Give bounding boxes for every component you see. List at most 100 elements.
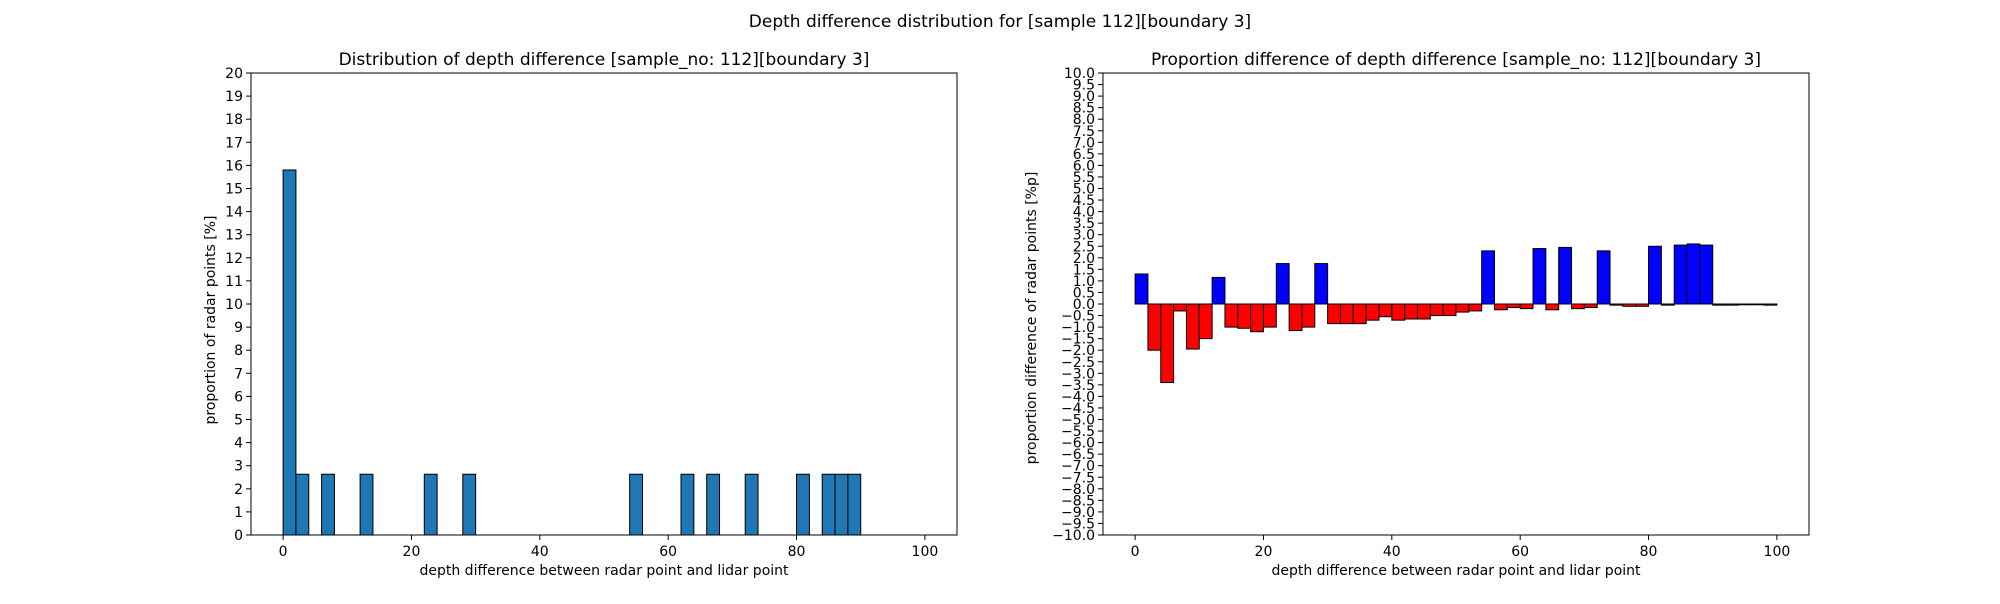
chart-left-title: Distribution of depth difference [sample…	[339, 50, 870, 70]
chart-right-y-tick-label: 7.5	[1073, 124, 1095, 140]
chart-right-y-tick-label: −6.0	[1061, 436, 1095, 452]
chart-right-y-tick-label: 1.0	[1073, 274, 1095, 290]
chart-left-y-tick-label: 5	[234, 413, 243, 429]
chart-right-y-axis-label: proportion difference of radar points [%…	[1024, 172, 1040, 465]
chart-left-bar-1	[295, 473, 310, 536]
chart-right-y-tick-label: 0.0	[1073, 297, 1095, 313]
chart-right-y-tick-label: 8.0	[1073, 112, 1095, 128]
chart-left-bar-11	[821, 473, 836, 536]
chart-right-bar-0	[1134, 273, 1149, 305]
chart-left-y-tick-label: 0	[234, 528, 243, 544]
chart-right-y-tick-label: 0.5	[1073, 285, 1095, 301]
chart-right-bar-28	[1494, 303, 1508, 311]
chart-right-x-tick-label: 0	[1131, 544, 1140, 560]
chart-left-y-tick-label: 3	[234, 459, 243, 475]
chart-left-y-tick-label: 17	[225, 135, 243, 151]
chart-left-bar-5	[462, 473, 477, 536]
chart-right-bar-5	[1198, 303, 1213, 340]
chart-left-distribution: Distribution of depth difference [sample…	[203, 50, 958, 579]
chart-right-y-tick-label: −7.5	[1061, 470, 1095, 486]
chart-right-x-tick-label: 60	[1511, 544, 1529, 560]
chart-right-bar-19	[1378, 303, 1393, 318]
chart-right-bar-11	[1275, 263, 1290, 305]
chart-right-x-tick-label: 80	[1640, 544, 1658, 560]
chart-right-y-tick-label: −4.5	[1061, 401, 1095, 417]
chart-right-bar-25	[1455, 303, 1470, 313]
chart-right-bar-8	[1237, 303, 1252, 329]
chart-right-y-tick-label: −8.5	[1061, 493, 1095, 509]
chart-left-bar-9	[744, 473, 759, 536]
chart-right-bar-27	[1481, 250, 1496, 305]
chart-left-y-tick-label: 19	[225, 89, 243, 105]
chart-right-y-tick-label: −8.0	[1061, 482, 1095, 498]
chart-right-y-tick-label: −4.0	[1061, 389, 1095, 405]
chart-right-bar-37	[1609, 303, 1624, 306]
chart-left-x-tick-label: 60	[659, 544, 677, 560]
chart-right-bar-35	[1583, 303, 1598, 308]
chart-right-bar-20	[1391, 303, 1406, 321]
chart-left-bar-2	[321, 473, 335, 536]
chart-right-bar-4	[1185, 303, 1200, 350]
chart-right-bar-18	[1365, 303, 1380, 321]
chart-right-proportion-difference: Proportion difference of depth differenc…	[1024, 50, 1810, 579]
chart-left-bar-12	[834, 473, 849, 536]
chart-right-bar-13	[1301, 303, 1316, 328]
chart-left-x-tick-label: 100	[912, 544, 939, 560]
chart-left-y-tick-label: 7	[234, 366, 243, 382]
chart-right-bar-16	[1339, 303, 1354, 325]
chart-left-y-axis-label: proportion of radar points [%]	[203, 215, 219, 424]
chart-right-bar-21	[1404, 303, 1418, 320]
chart-left-y-tick-label: 1	[234, 505, 243, 521]
chart-right-y-tick-label: −6.5	[1061, 447, 1095, 463]
chart-right-y-tick-label: 6.0	[1073, 158, 1095, 174]
chart-right-x-tick-label: 20	[1255, 544, 1273, 560]
chart-left-axes-frame	[250, 72, 958, 536]
chart-right-y-tick-label: −5.0	[1061, 413, 1095, 429]
chart-right-bar-46	[1725, 303, 1739, 306]
chart-right-y-tick-label: −3.5	[1061, 378, 1095, 394]
chart-left-bars	[282, 169, 862, 536]
chart-right-y-tick-label: −2.0	[1061, 343, 1095, 359]
chart-left-y-tick-label: 4	[234, 436, 243, 452]
chart-right-y-tick-label: 10.0	[1064, 66, 1095, 82]
chart-right-y-tick-label: −10.0	[1052, 528, 1095, 544]
chart-right-y-tick-label: 4.5	[1073, 193, 1095, 209]
chart-right-bar-10	[1262, 303, 1277, 328]
chart-left-x-tick-label: 20	[403, 544, 421, 560]
chart-left-y-tick-label: 9	[234, 320, 243, 336]
chart-right-y-ticks: −10.0−9.5−9.0−8.5−8.0−7.5−7.0−6.5−6.0−5.…	[1052, 66, 1103, 544]
chart-right-bar-3	[1173, 303, 1187, 312]
chart-right-axes-frame	[1102, 72, 1810, 536]
chart-left-bar-6	[629, 473, 644, 536]
chart-right-y-tick-label: −9.0	[1061, 505, 1095, 521]
chart-right-bar-12	[1288, 303, 1303, 332]
chart-right-bars	[1134, 243, 1778, 384]
chart-right-bar-17	[1352, 303, 1367, 325]
chart-right-bar-22	[1416, 303, 1431, 320]
chart-left-y-tick-label: 10	[225, 297, 243, 313]
chart-left-bar-0	[282, 169, 297, 536]
chart-right-bar-15	[1327, 303, 1341, 325]
chart-right-bar-45	[1712, 303, 1727, 306]
chart-right-x-axis-label: depth difference between radar point and…	[1271, 563, 1641, 579]
chart-left-bar-13	[847, 473, 862, 536]
chart-left-y-tick-label: 13	[225, 228, 243, 244]
chart-left-bar-8	[706, 473, 721, 536]
chart-right-x-ticks: 0 20 40 60 80 100	[1131, 535, 1791, 560]
chart-left-bar-7	[680, 473, 695, 536]
chart-right-bar-43	[1686, 243, 1701, 305]
chart-left-x-tick-label: 40	[531, 544, 549, 560]
chart-right-bar-49	[1763, 303, 1778, 306]
chart-right-y-tick-label: 2.5	[1073, 239, 1095, 255]
chart-right-x-tick-label: 100	[1764, 544, 1791, 560]
chart-left-y-tick-label: 15	[225, 182, 243, 198]
chart-right-bar-32	[1545, 303, 1560, 311]
chart-right-y-tick-label: −1.5	[1061, 332, 1095, 348]
chart-right-y-tick-label: −3.0	[1061, 366, 1095, 382]
chart-right-bar-34	[1571, 303, 1585, 310]
chart-left-x-tick-label: 0	[279, 544, 288, 560]
chart-right-y-tick-label: 4.0	[1073, 205, 1095, 221]
chart-right-bar-23	[1429, 303, 1444, 317]
